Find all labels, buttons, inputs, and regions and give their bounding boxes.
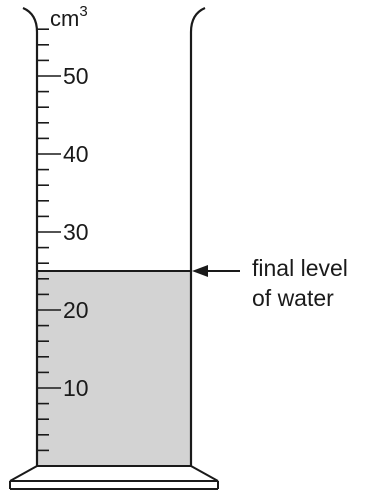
scale-label: 10 — [63, 375, 89, 401]
scale-ticks — [37, 28, 61, 452]
water-fill — [38, 271, 191, 466]
scale-label: 20 — [63, 297, 89, 323]
cylinder-right-wall — [189, 6, 206, 466]
unit-label: cm3 — [50, 3, 88, 31]
cylinder-left-wall — [22, 6, 39, 466]
annotation-arrow — [192, 265, 240, 277]
unit-base: cm — [50, 6, 79, 31]
unit-exponent: 3 — [79, 3, 87, 20]
annotation-line-2: of water — [252, 285, 334, 311]
scale-label: 40 — [63, 141, 89, 167]
annotation-line-1: final level — [252, 255, 348, 281]
scale-labels: 50 40 30 20 10 — [63, 63, 89, 401]
scale-label: 50 — [63, 63, 89, 89]
scale-label: 30 — [63, 219, 89, 245]
cylinder-base — [9, 465, 219, 490]
